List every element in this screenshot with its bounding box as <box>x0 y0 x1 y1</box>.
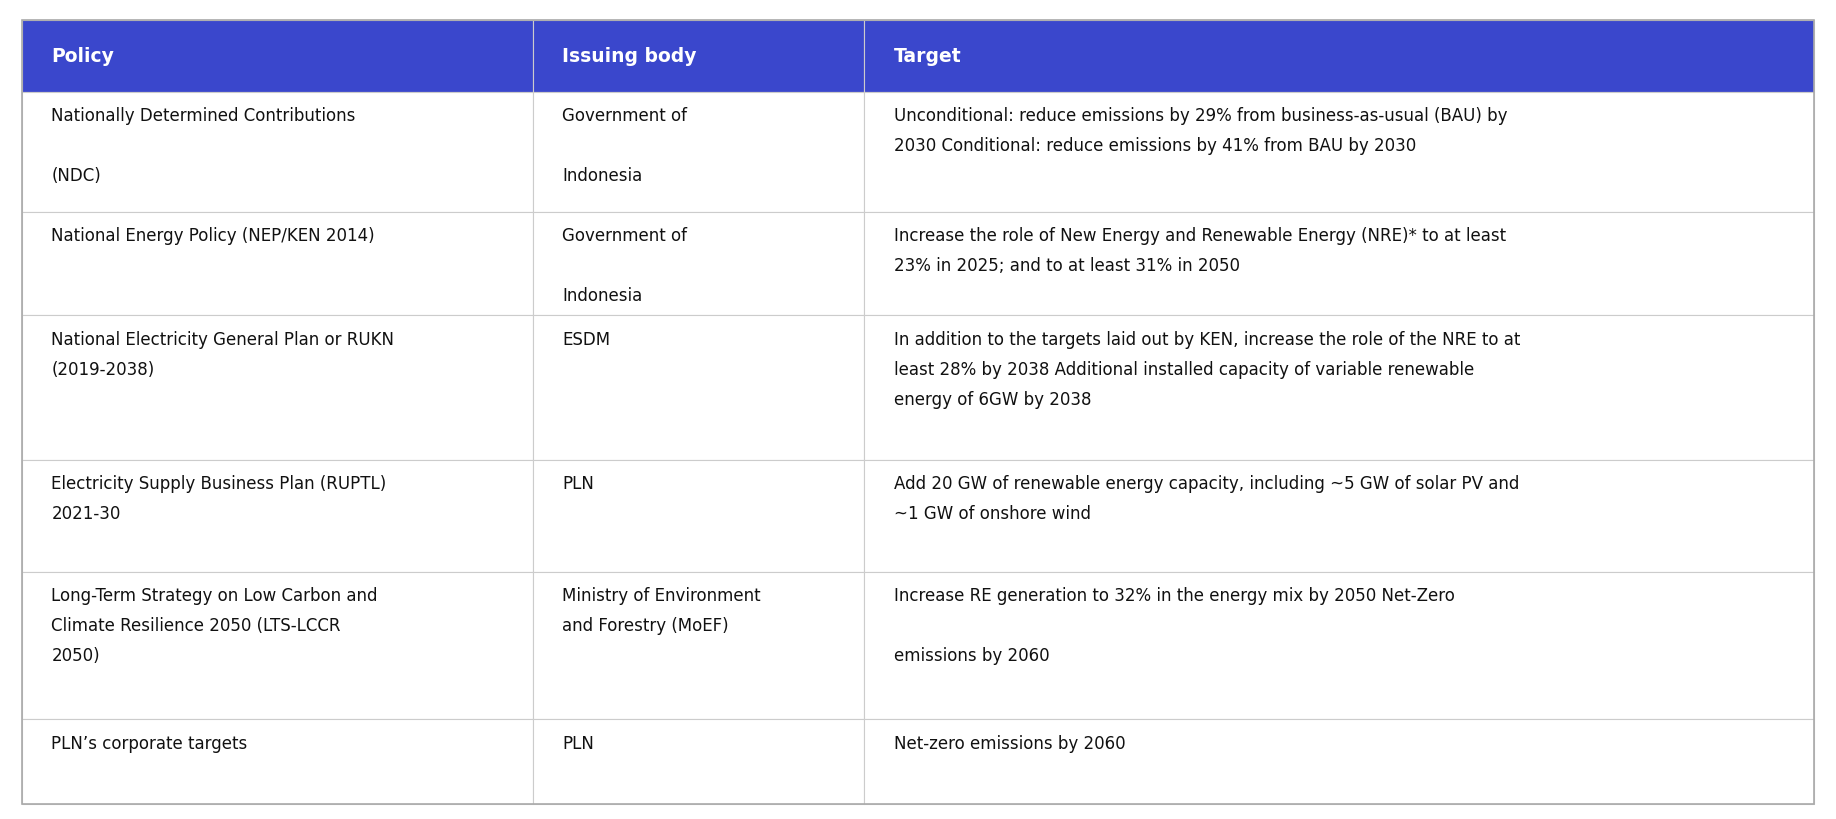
Bar <box>22 719 532 804</box>
Text: PLN: PLN <box>562 734 595 752</box>
Bar <box>865 20 1814 93</box>
Text: Long-Term Strategy on Low Carbon and
Climate Resilience 2050 (LTS-LCCR
2050): Long-Term Strategy on Low Carbon and Cli… <box>51 586 378 664</box>
Bar <box>865 212 1814 316</box>
Text: Policy: Policy <box>51 47 114 66</box>
Bar <box>22 316 532 460</box>
Text: National Energy Policy (NEP/KEN 2014): National Energy Policy (NEP/KEN 2014) <box>51 227 375 245</box>
Bar <box>22 572 532 719</box>
Text: Government of

Indonesia: Government of Indonesia <box>562 107 687 185</box>
Text: Electricity Supply Business Plan (RUPTL)
2021-30: Electricity Supply Business Plan (RUPTL)… <box>51 475 387 523</box>
Bar <box>532 212 865 316</box>
Text: ESDM: ESDM <box>562 331 610 349</box>
Bar <box>22 212 532 316</box>
Bar <box>865 316 1814 460</box>
Bar <box>865 93 1814 212</box>
Text: Issuing body: Issuing body <box>562 47 696 66</box>
Bar <box>532 460 865 572</box>
Text: Ministry of Environment
and Forestry (MoEF): Ministry of Environment and Forestry (Mo… <box>562 586 760 635</box>
Text: Nationally Determined Contributions

(NDC): Nationally Determined Contributions (NDC… <box>51 107 356 185</box>
Text: PLN’s corporate targets: PLN’s corporate targets <box>51 734 248 752</box>
Text: Add 20 GW of renewable energy capacity, including ~5 GW of solar PV and
~1 GW of: Add 20 GW of renewable energy capacity, … <box>894 475 1518 523</box>
Bar <box>532 93 865 212</box>
Text: Target: Target <box>894 47 962 66</box>
Bar <box>22 460 532 572</box>
Bar <box>532 719 865 804</box>
Text: Government of

Indonesia: Government of Indonesia <box>562 227 687 305</box>
Text: Net-zero emissions by 2060: Net-zero emissions by 2060 <box>894 734 1125 752</box>
Text: Unconditional: reduce emissions by 29% from business-as-usual (BAU) by
2030 Cond: Unconditional: reduce emissions by 29% f… <box>894 107 1507 155</box>
Text: National Electricity General Plan or RUKN
(2019-2038): National Electricity General Plan or RUK… <box>51 331 395 378</box>
Bar <box>865 572 1814 719</box>
Bar <box>865 460 1814 572</box>
Text: Increase RE generation to 32% in the energy mix by 2050 Net-Zero

emissions by 2: Increase RE generation to 32% in the ene… <box>894 586 1454 664</box>
Bar <box>532 572 865 719</box>
Text: PLN: PLN <box>562 475 595 493</box>
Bar <box>865 719 1814 804</box>
Bar <box>532 20 865 93</box>
Text: In addition to the targets laid out by KEN, increase the role of the NRE to at
l: In addition to the targets laid out by K… <box>894 331 1520 409</box>
Bar <box>532 316 865 460</box>
Text: Increase the role of New Energy and Renewable Energy (NRE)* to at least
23% in 2: Increase the role of New Energy and Rene… <box>894 227 1506 275</box>
Bar <box>22 20 532 93</box>
Bar <box>22 93 532 212</box>
